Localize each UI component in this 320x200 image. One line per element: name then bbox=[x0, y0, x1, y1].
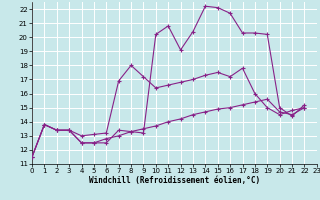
X-axis label: Windchill (Refroidissement éolien,°C): Windchill (Refroidissement éolien,°C) bbox=[89, 176, 260, 185]
